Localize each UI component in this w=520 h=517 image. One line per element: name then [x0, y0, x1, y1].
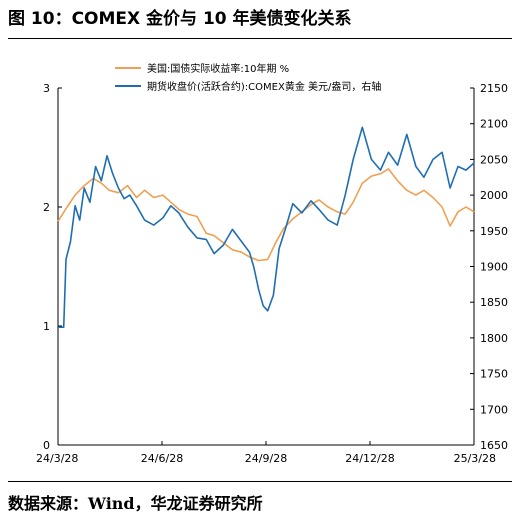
x-tick-label: 24/12/28 [345, 452, 394, 465]
right-tick-label: 2050 [480, 153, 508, 166]
right-tick-label: 1650 [480, 439, 508, 452]
series-line-gold [58, 126, 475, 329]
right-tick-label: 1850 [480, 296, 508, 309]
right-tick-label: 2100 [480, 118, 508, 131]
left-tick-label: 0 [43, 439, 50, 452]
left-tick-label: 3 [43, 82, 50, 95]
legend: 美国:国债实际收益率:10年期 % 期货收盘价(活跃合约):COMEX黄金 美元… [115, 62, 381, 93]
series-line-real-yield [57, 168, 475, 262]
series-layer [57, 126, 475, 329]
right-y-ticks: 1650 1700 1750 1800 1850 1900 1950 2000 2050 2100… [470, 82, 508, 452]
right-tick-label: 1800 [480, 332, 508, 345]
source-note: 数据来源：Wind，华龙证券研究所 [8, 494, 263, 513]
x-tick-label: 24/9/28 [245, 452, 287, 465]
legend-label-gold: 期货收盘价(活跃合约):COMEX黄金 美元/盎司，右轴 [147, 80, 381, 93]
left-tick-label: 2 [43, 201, 50, 214]
x-tick-label: 24/6/28 [141, 452, 183, 465]
right-tick-label: 2150 [480, 82, 508, 95]
x-ticks: 24/3/28 24/6/28 24/9/28 24/12/28 25/3/28 [36, 441, 496, 465]
x-tick-label: 24/3/28 [36, 452, 78, 465]
title-rule [8, 38, 512, 39]
plot-frame [57, 88, 475, 446]
x-tick-label: 25/3/28 [454, 452, 496, 465]
chart: 0 1 2 3 1650 1700 1750 1800 1850 1900 1950 2000 205… [36, 62, 508, 465]
right-tick-label: 1900 [480, 261, 508, 274]
figure-title: 图 10：COMEX 金价与 10 年美债变化关系 [8, 9, 352, 29]
right-tick-label: 2000 [480, 189, 508, 202]
source-rule [8, 481, 512, 482]
right-tick-label: 1700 [480, 403, 508, 416]
left-y-ticks: 0 1 2 3 [43, 82, 62, 452]
right-tick-label: 1950 [480, 225, 508, 238]
legend-label-real-yield: 美国:国债实际收益率:10年期 % [147, 62, 289, 75]
right-tick-label: 1750 [480, 368, 508, 381]
left-tick-label: 1 [43, 320, 50, 333]
